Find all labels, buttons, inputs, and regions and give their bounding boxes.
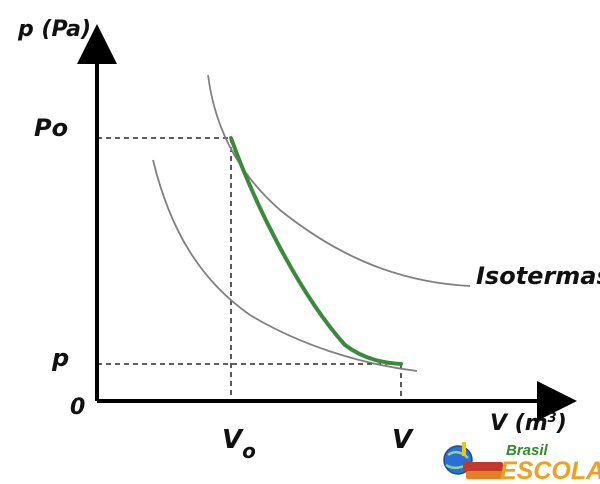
isotherm-lower	[152, 159, 418, 372]
logo-escola-text: ESCOLA	[500, 457, 600, 484]
adiabatic-curve	[229, 136, 403, 366]
origin-label: 0	[70, 395, 85, 420]
y-axis-label: p (Pa)	[17, 17, 91, 42]
brasil-escola-logo: Brasil ESCOLA	[443, 442, 600, 484]
books-icon	[463, 462, 503, 471]
v-tick-label: V	[392, 425, 414, 455]
p-tick-label: p	[51, 344, 69, 372]
isotherm-upper	[207, 74, 471, 287]
isotherms-label: Isotermas	[476, 262, 600, 290]
x-axis-label: V (m3)	[490, 411, 567, 436]
logo-brasil-text: Brasil	[506, 442, 549, 459]
v0-tick-label: Vo	[222, 425, 256, 463]
p0-tick-label: Po	[34, 114, 68, 142]
